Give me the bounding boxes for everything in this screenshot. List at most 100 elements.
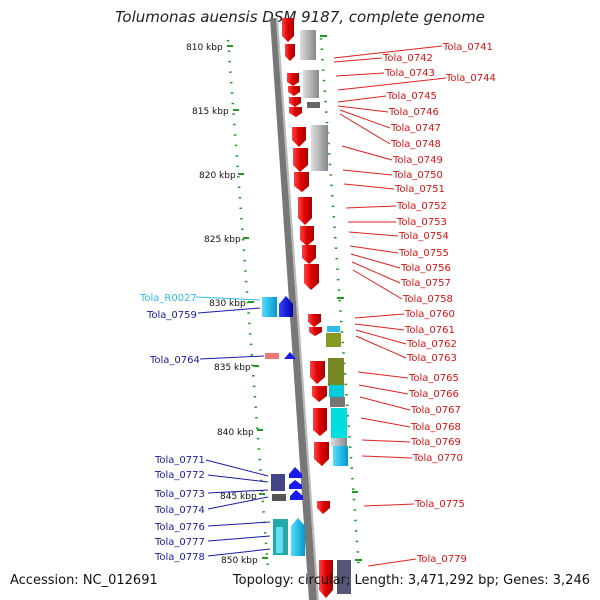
gene-shape bbox=[288, 86, 300, 96]
gene-shape bbox=[327, 326, 340, 332]
gene-label: Tola_0750 bbox=[392, 170, 443, 181]
gene-label: Tola_0742 bbox=[382, 53, 433, 64]
gene-label: Tola_0763 bbox=[406, 353, 457, 364]
gene-label: Tola_0741 bbox=[442, 42, 493, 53]
gene-label: Tola_0747 bbox=[390, 123, 441, 134]
gene-shape bbox=[290, 490, 303, 500]
gene-label: Tola_0765 bbox=[408, 373, 459, 384]
gene-shape bbox=[329, 385, 344, 397]
gene-label: Tola_0764 bbox=[149, 355, 200, 366]
right-leaders bbox=[333, 45, 447, 567]
gene-label: Tola_0761 bbox=[404, 325, 455, 336]
gene-shape bbox=[304, 264, 319, 290]
gene-shape bbox=[265, 353, 279, 359]
accession-label: Accession: NC_012691 bbox=[10, 573, 158, 588]
gene-label: Tola_0756 bbox=[400, 263, 451, 274]
gene-label: Tola_0772 bbox=[154, 470, 205, 481]
gene-shape bbox=[328, 358, 344, 386]
kbp-label: 810 kbp bbox=[186, 43, 223, 53]
kbp-label: 820 kbp bbox=[199, 171, 236, 181]
gene-shape bbox=[276, 527, 283, 553]
gene-label: Tola_0755 bbox=[398, 248, 449, 259]
kbp-ticks: 810 kbp 815 kbp 820 kbp 825 kbp 830 kbp … bbox=[186, 43, 258, 566]
gene-label: Tola_0767 bbox=[410, 405, 461, 416]
gene-shape bbox=[331, 438, 347, 446]
gene-label: Tola_0751 bbox=[394, 184, 445, 195]
gene-label: Tola_0758 bbox=[402, 294, 453, 305]
gene-label: Tola_0778 bbox=[154, 552, 205, 563]
map-title: Tolumonas auensis DSM 9187, complete gen… bbox=[115, 8, 485, 26]
gene-shape bbox=[337, 560, 351, 594]
gene-shape bbox=[310, 361, 325, 384]
gene-shape bbox=[289, 467, 302, 478]
gene-shape bbox=[311, 125, 328, 171]
gene-label: Tola_0762 bbox=[406, 339, 457, 350]
gene-shape bbox=[319, 560, 333, 598]
kbp-label: 840 kbp bbox=[217, 428, 254, 438]
gene-label: Tola_0771 bbox=[154, 455, 205, 466]
gene-label: Tola_0746 bbox=[388, 107, 439, 118]
gene-shape bbox=[262, 297, 277, 317]
gene-label: Tola_0770 bbox=[412, 453, 463, 464]
right-gene-labels: Tola_0741 Tola_0742 Tola_0743 Tola_0744 … bbox=[382, 42, 496, 565]
gene-shape bbox=[287, 73, 299, 86]
kbp-label: 830 kbp bbox=[209, 299, 246, 309]
gene-shape bbox=[333, 446, 348, 466]
genome-backbone bbox=[270, 18, 319, 600]
gene-shape bbox=[307, 102, 320, 108]
gene-shape bbox=[284, 352, 296, 359]
gene-shape bbox=[279, 296, 293, 317]
gene-label: Tola_0753 bbox=[396, 217, 447, 228]
kbp-label: 835 kbp bbox=[214, 363, 251, 373]
gene-shape bbox=[317, 501, 330, 514]
reverse-genes bbox=[262, 296, 305, 556]
gene-label: Tola_0752 bbox=[396, 201, 447, 212]
gene-label: Tola_0745 bbox=[386, 91, 437, 102]
gene-shape bbox=[289, 97, 301, 107]
kbp-label: 825 kbp bbox=[204, 235, 241, 245]
kbp-label: 850 kbp bbox=[221, 556, 258, 566]
gene-shape bbox=[302, 245, 316, 264]
gene-label: Tola_0779 bbox=[416, 554, 467, 565]
forward-genes bbox=[282, 18, 333, 598]
gene-label: Tola_0773 bbox=[154, 489, 205, 500]
gene-label: Tola_0743 bbox=[384, 68, 435, 79]
gene-shape bbox=[289, 107, 302, 117]
gene-shape bbox=[314, 442, 329, 466]
gene-shape bbox=[309, 327, 322, 336]
left-gene-labels: Tola_R0027 Tola_0759 Tola_0764 Tola_0771… bbox=[139, 293, 205, 563]
gene-shape bbox=[292, 127, 306, 147]
genome-stats: Topology: circular; Length: 3,471,292 bp… bbox=[232, 573, 590, 588]
gene-label: Tola_0759 bbox=[146, 310, 197, 321]
gene-shape bbox=[294, 172, 309, 192]
gene-shape bbox=[312, 386, 327, 402]
gene-shape bbox=[272, 494, 286, 501]
gene-shape bbox=[330, 397, 345, 407]
gene-shape bbox=[285, 44, 295, 61]
gene-label: Tola_0766 bbox=[408, 389, 459, 400]
gene-shape bbox=[300, 226, 314, 246]
gene-shape bbox=[291, 518, 305, 556]
gene-shape bbox=[300, 30, 316, 60]
gene-label: Tola_0777 bbox=[154, 537, 205, 548]
gene-shape bbox=[303, 70, 319, 98]
gene-shape bbox=[289, 480, 302, 489]
gene-label: Tola_0749 bbox=[392, 155, 443, 166]
kbp-label: 845 kbp bbox=[220, 492, 257, 502]
gene-shape bbox=[308, 314, 321, 327]
gene-shape bbox=[293, 148, 308, 172]
gene-shape bbox=[331, 408, 347, 438]
gene-label: Tola_0768 bbox=[410, 422, 461, 433]
gene-label: Tola_0776 bbox=[154, 522, 205, 533]
gene-shape bbox=[282, 18, 294, 42]
left-leaders bbox=[195, 296, 271, 557]
gene-label: Tola_R0027 bbox=[139, 293, 197, 304]
gene-shape bbox=[298, 197, 312, 225]
kbp-tick-marks bbox=[227, 35, 362, 561]
gene-shape bbox=[313, 408, 327, 436]
gene-shape bbox=[271, 474, 285, 491]
gene-shape bbox=[326, 333, 341, 347]
gene-label: Tola_0754 bbox=[398, 231, 449, 242]
gene-label: Tola_0760 bbox=[404, 309, 455, 320]
